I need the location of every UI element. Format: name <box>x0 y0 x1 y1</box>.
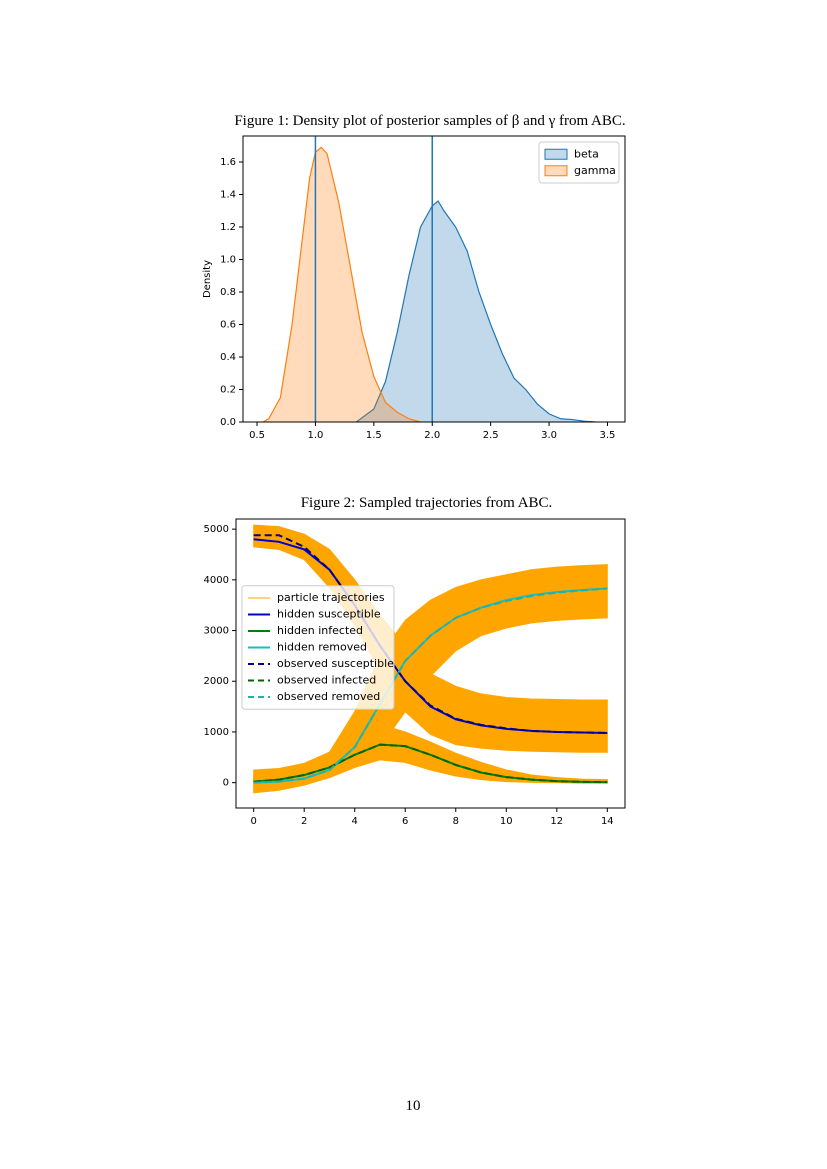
y-tick-label: 1000 <box>204 727 229 738</box>
x-tick-label: 8 <box>453 816 459 827</box>
y-tick-label: 4000 <box>204 575 229 586</box>
y-tick-label: 0.4 <box>220 352 236 363</box>
y-tick-label: 0.8 <box>220 287 236 298</box>
x-tick-label: 2.0 <box>424 430 440 441</box>
x-tick-label: 12 <box>550 816 563 827</box>
density-line <box>355 200 596 422</box>
y-tick-label: 3000 <box>204 626 229 637</box>
legend-swatch <box>544 148 568 160</box>
legend-box <box>241 585 395 710</box>
x-tick-label: 3.5 <box>600 430 616 441</box>
y-tick-label: 1.4 <box>220 190 236 201</box>
page-number: 10 <box>406 1098 421 1114</box>
legend-label: hidden infected <box>277 624 363 637</box>
x-tick-label: 0 <box>250 816 256 827</box>
legend-label: observed removed <box>277 690 380 703</box>
legend-swatch <box>544 165 568 177</box>
legend-label: particle trajectories <box>277 591 385 604</box>
figure-caption: Figure 1: Density plot of posterior samp… <box>234 113 625 129</box>
y-tick-label: 0 <box>223 778 229 789</box>
series-line <box>253 534 608 734</box>
density-line <box>262 146 421 422</box>
x-tick-label: 0.5 <box>249 430 265 441</box>
y-tick-label: 2000 <box>204 676 229 687</box>
y-tick-label: 0.6 <box>220 320 236 331</box>
density-area <box>356 201 596 422</box>
axes-frame <box>235 518 626 809</box>
density-area <box>262 147 421 422</box>
legend-label: hidden removed <box>277 641 367 654</box>
legend-label: observed infected <box>277 674 376 687</box>
legend-label: beta <box>574 147 599 160</box>
x-tick-label: 2.5 <box>483 430 499 441</box>
axes-frame <box>242 135 626 423</box>
y-tick-label: 0.2 <box>220 385 236 396</box>
y-tick-label: 1.2 <box>220 222 236 233</box>
plot-area <box>253 524 608 794</box>
series-line <box>253 743 608 784</box>
y-tick-label: 5000 <box>204 524 229 535</box>
x-tick-label: 6 <box>402 816 408 827</box>
y-tick-label: 1.6 <box>220 157 236 168</box>
figure-caption: Figure 2: Sampled trajectories from ABC. <box>301 495 553 511</box>
x-tick-label: 4 <box>352 816 358 827</box>
plot-area <box>262 136 596 422</box>
legend-box <box>538 141 620 184</box>
legend-label: observed susceptible <box>277 657 394 670</box>
x-tick-label: 3.0 <box>541 430 557 441</box>
x-tick-label: 2 <box>301 816 307 827</box>
legend-label: gamma <box>574 164 616 177</box>
y-tick-label: 0.0 <box>220 417 236 428</box>
series-line <box>253 587 608 784</box>
x-tick-label: 10 <box>500 816 513 827</box>
x-tick-label: 1.5 <box>366 430 382 441</box>
x-tick-label: 1.0 <box>307 430 323 441</box>
y-tick-label: 1.0 <box>220 255 236 266</box>
x-tick-label: 14 <box>601 816 614 827</box>
y-axis-label: Density <box>202 260 213 298</box>
legend-label: hidden susceptible <box>277 608 381 621</box>
